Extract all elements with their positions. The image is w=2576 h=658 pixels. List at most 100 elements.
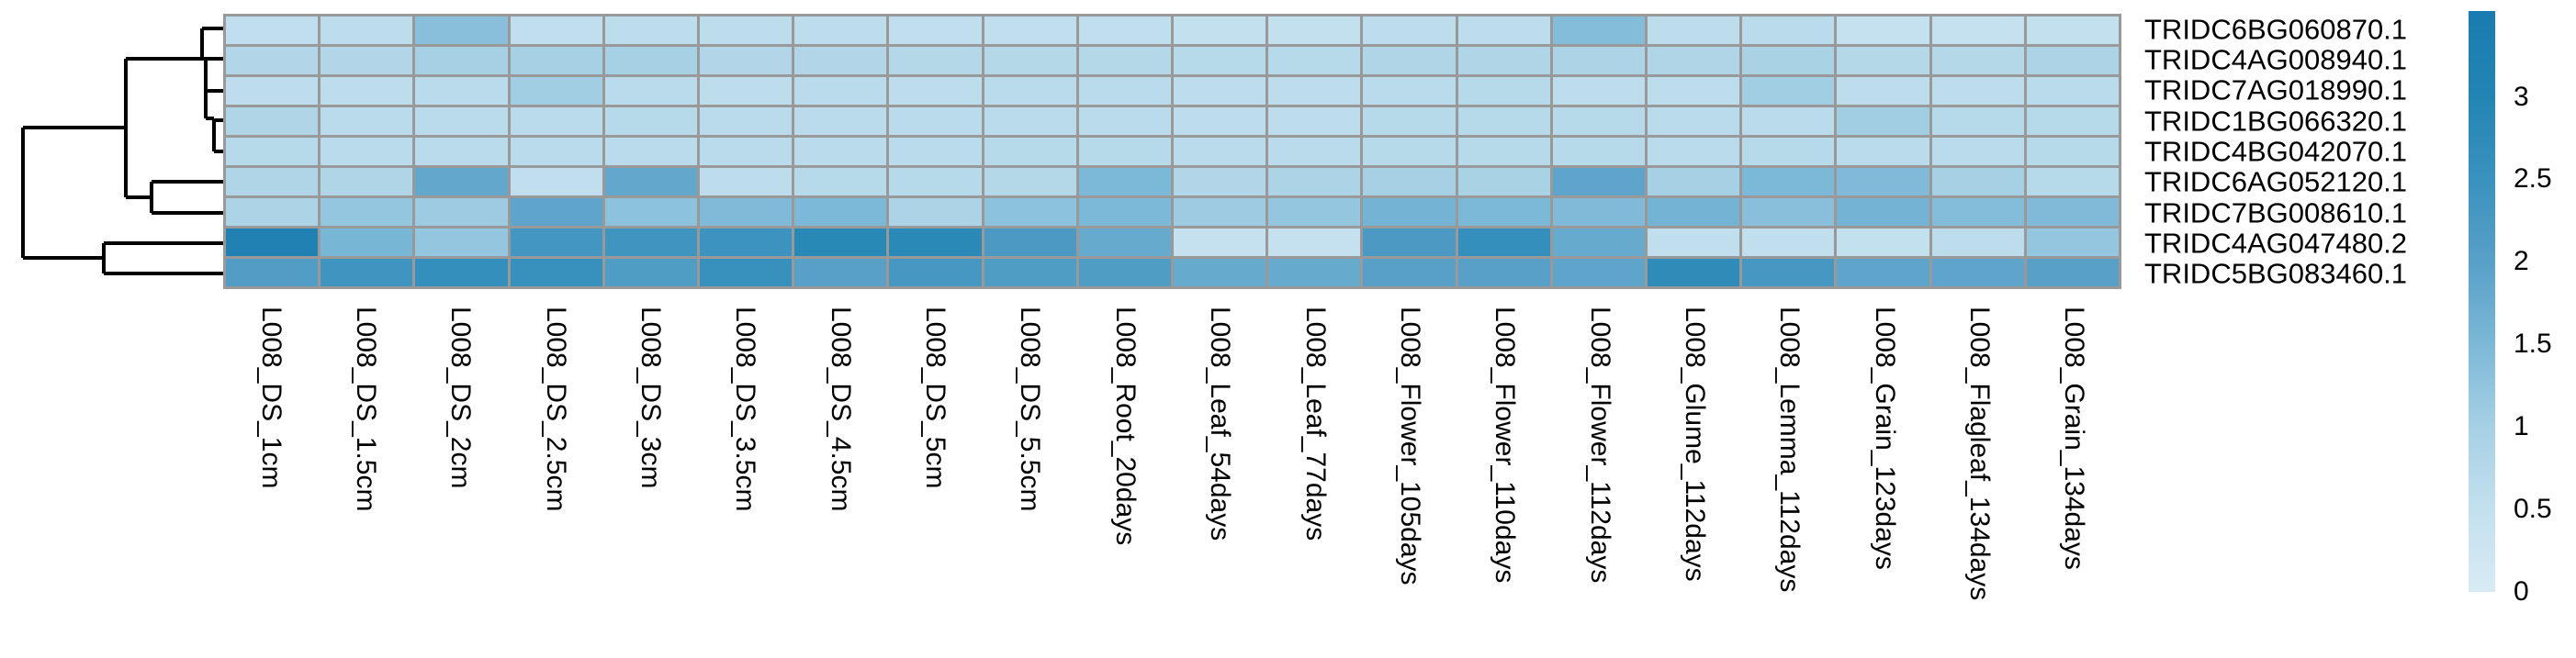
row-label: TRIDC7AG018990.1 (2144, 73, 2408, 106)
heatmap-cell (794, 107, 887, 135)
col-label: L008_DS_1cm (255, 307, 287, 489)
heatmap-cell (1268, 107, 1361, 135)
heatmap-cell (415, 229, 508, 256)
heatmap-cell (604, 138, 697, 165)
heatmap-cell (699, 77, 793, 105)
heatmap-cell (1742, 198, 1835, 226)
heatmap-cell (699, 259, 793, 286)
heatmap-cell (889, 17, 982, 44)
heatmap-cell (1173, 259, 1266, 286)
col-label: L008_DS_3cm (636, 307, 667, 489)
heatmap-cell (1647, 198, 1740, 226)
heatmap-cell (984, 138, 1076, 165)
row-label: TRIDC1BG066320.1 (2144, 105, 2408, 138)
heatmap-cell (321, 107, 413, 135)
row-dendrogram (21, 27, 223, 275)
heatmap-cell (794, 138, 887, 165)
col-label: L008_Glume_112days (1679, 307, 1710, 582)
heatmap-cell (794, 229, 887, 256)
heatmap-cell (984, 77, 1076, 105)
heatmap-cell (1363, 17, 1456, 44)
heatmap-cell (1268, 259, 1361, 286)
heatmap-cell (1268, 47, 1361, 74)
heatmap-cell (1931, 198, 2024, 226)
heatmap-cell (415, 17, 508, 44)
col-label: L008_DS_1.5cm (351, 307, 382, 512)
heatmap-cell (794, 17, 887, 44)
heatmap-cell (1552, 17, 1645, 44)
colorbar-tick-label: 0 (2514, 576, 2529, 607)
heatmap-cell (510, 229, 602, 256)
heatmap-cell (1173, 17, 1266, 44)
heatmap-cell (510, 198, 602, 226)
heatmap-cell (321, 198, 413, 226)
heatmap-cell (699, 17, 793, 44)
heatmap-cell (1457, 107, 1550, 135)
heatmap-cell (1078, 198, 1171, 226)
row-label: TRIDC5BG083460.1 (2144, 257, 2408, 290)
col-label: L008_Flower_110days (1490, 307, 1521, 584)
heatmap-cell (321, 47, 413, 74)
col-label: L008_DS_4.5cm (825, 307, 856, 512)
heatmap-cell (2026, 138, 2119, 165)
heatmap-cell (1837, 229, 1929, 256)
heatmap-cell (1647, 107, 1740, 135)
col-label: L008_DS_2.5cm (540, 307, 571, 512)
heatmap-cell (1457, 168, 1550, 195)
heatmap-cell (2026, 17, 2119, 44)
heatmap-cell (1837, 77, 1929, 105)
colorbar-tick-label: 3 (2514, 81, 2529, 112)
heatmap-cell (889, 138, 982, 165)
heatmap-cell (1457, 229, 1550, 256)
heatmap-cell (1931, 47, 2024, 74)
heatmap-cell (1742, 107, 1835, 135)
heatmap-cell (794, 259, 887, 286)
heatmap-cell (1931, 229, 2024, 256)
heatmap-cell (1552, 138, 1645, 165)
heatmap-cell (1078, 168, 1171, 195)
heatmap-cell (415, 168, 508, 195)
heatmap-cell (1837, 168, 1929, 195)
col-label: L008_DS_5.5cm (1015, 307, 1046, 512)
heatmap-cell (604, 259, 697, 286)
heatmap-cell (604, 47, 697, 74)
heatmap-cell (2026, 168, 2119, 195)
heatmap-cell (2026, 229, 2119, 256)
heatmap-cell (794, 77, 887, 105)
heatmap-cell (2026, 77, 2119, 105)
col-label: L008_Flower_112days (1584, 307, 1615, 584)
col-label: L008_Leaf_77days (1299, 307, 1331, 541)
colorbar-tick-label: 1 (2514, 411, 2529, 442)
heatmap-cell (1837, 47, 1929, 74)
heatmap-cell (226, 229, 319, 256)
heatmap-cell (510, 17, 602, 44)
heatmap-cell (226, 77, 319, 105)
heatmap-cell (1552, 198, 1645, 226)
heatmap-cell (1742, 17, 1835, 44)
row-label: TRIDC6AG052120.1 (2144, 165, 2408, 198)
heatmap-cell (889, 47, 982, 74)
heatmap-cell (699, 138, 793, 165)
heatmap-cell (1742, 168, 1835, 195)
col-label: L008_Root_20days (1109, 307, 1141, 546)
heatmap-cell (1647, 138, 1740, 165)
heatmap-cell (321, 168, 413, 195)
heatmap-cell (321, 259, 413, 286)
heatmap-cell (794, 47, 887, 74)
heatmap-cell (889, 229, 982, 256)
heatmap-cell (2026, 107, 2119, 135)
heatmap-cell (1363, 168, 1456, 195)
heatmap-cell (699, 229, 793, 256)
heatmap-cell (1647, 47, 1740, 74)
heatmap-cell (510, 138, 602, 165)
heatmap-cell (226, 198, 319, 226)
heatmap-cell (1078, 259, 1171, 286)
heatmap-cell (889, 198, 982, 226)
heatmap-cell (1647, 77, 1740, 105)
row-label: TRIDC4AG047480.2 (2144, 227, 2408, 260)
heatmap-cell (1173, 107, 1266, 135)
heatmap-cell (984, 259, 1076, 286)
heatmap-cell (1931, 77, 2024, 105)
heatmap-cell (510, 259, 602, 286)
heatmap-cell (1363, 229, 1456, 256)
